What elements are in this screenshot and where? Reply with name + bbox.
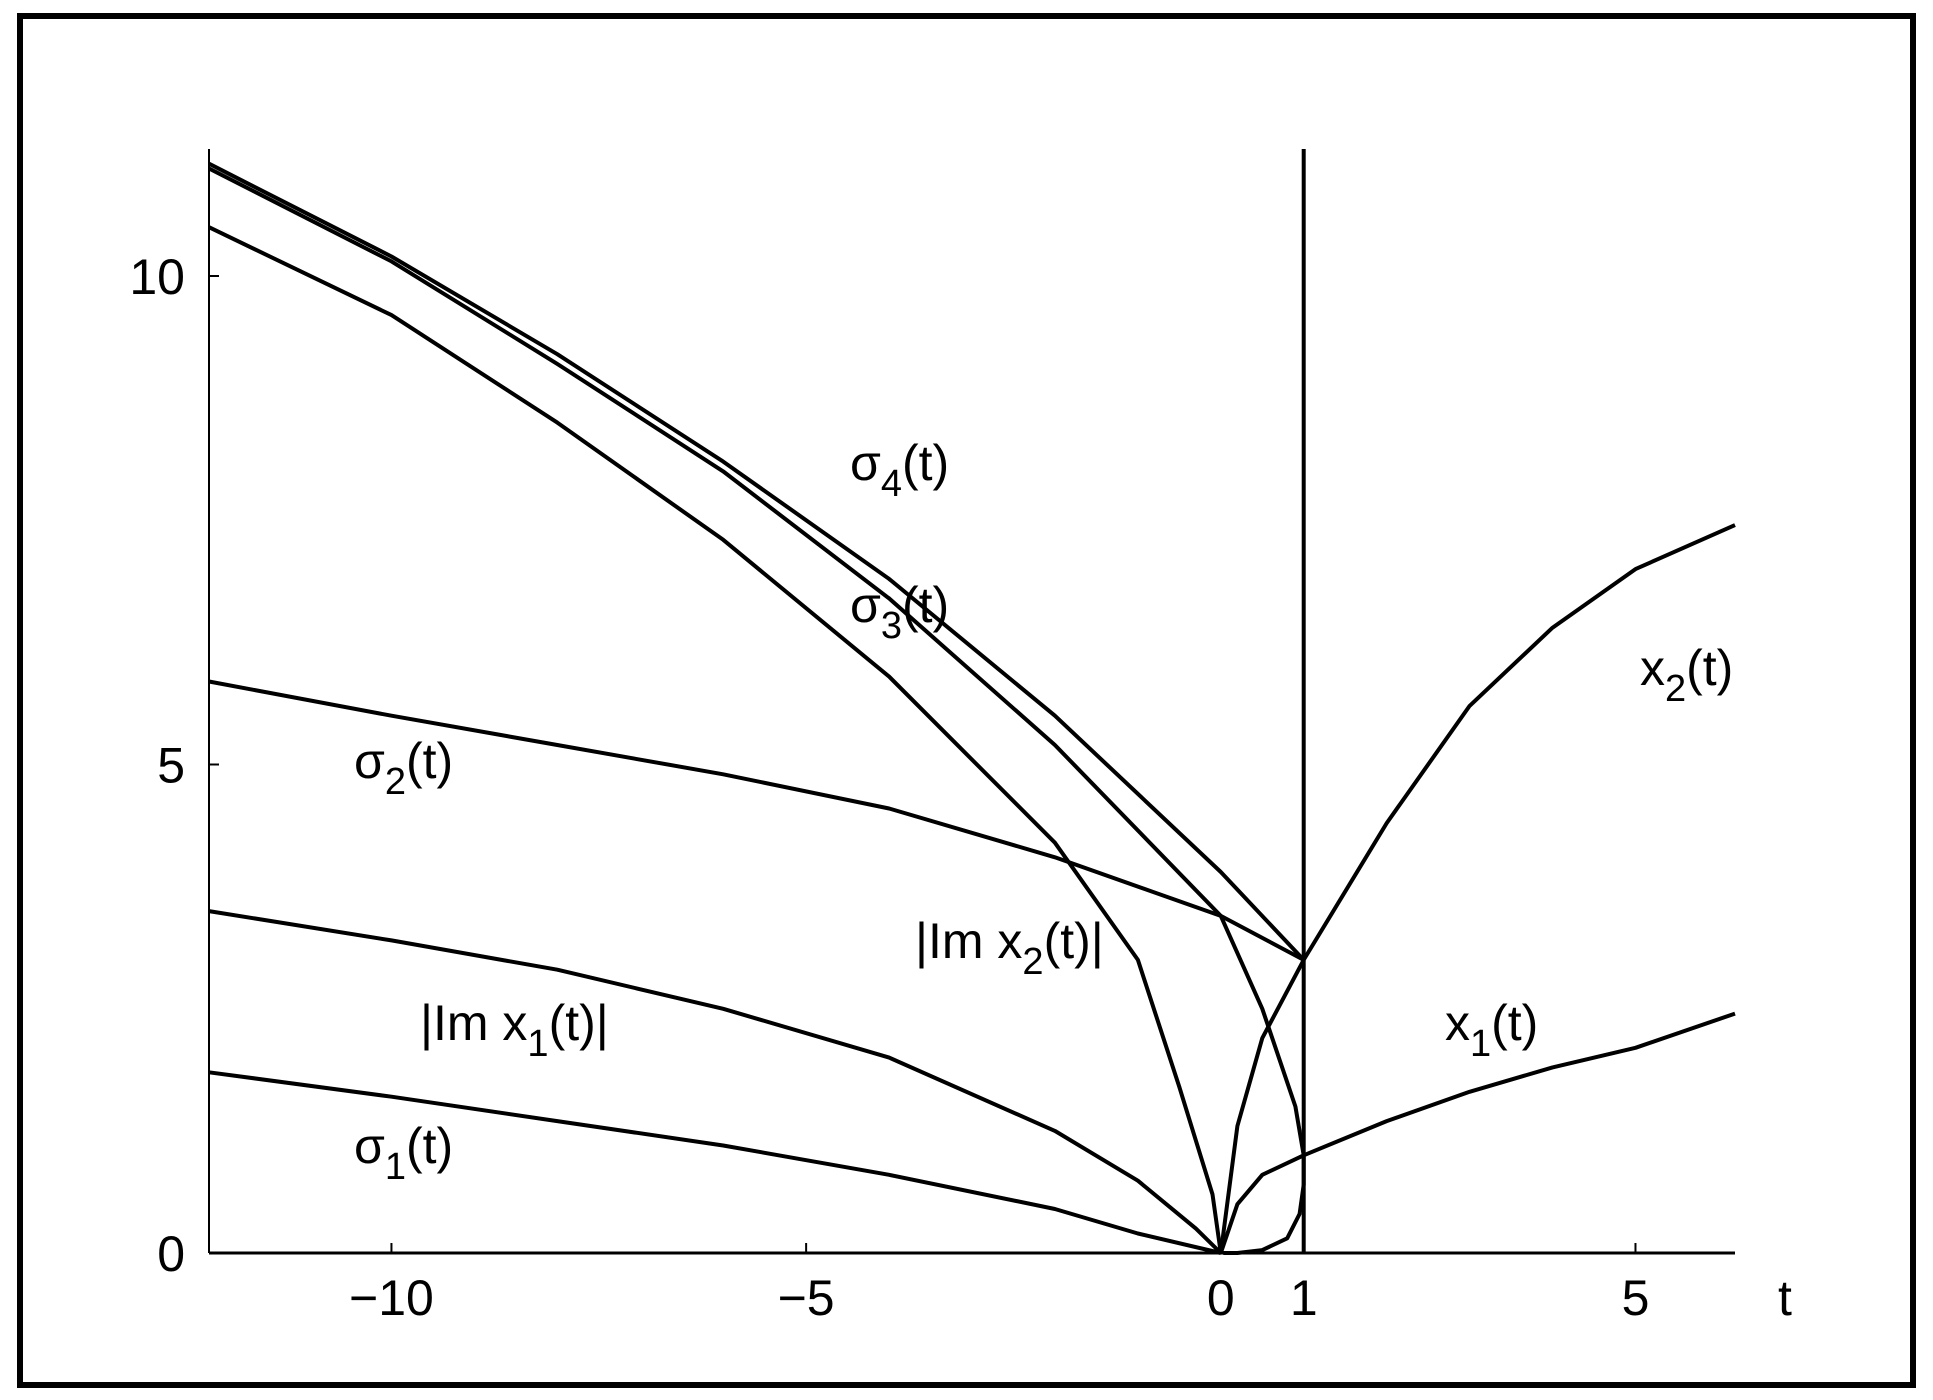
curve: [1218, 523, 1736, 1254]
curve: [208, 1070, 1222, 1255]
curve-label: σ2(t): [354, 733, 453, 803]
curve: [208, 679, 1305, 962]
y-tick-label: 5: [157, 738, 185, 794]
y-tick-label: 10: [129, 249, 185, 305]
curve-label: x1(t): [1445, 995, 1538, 1065]
x-tick-label: 0: [1207, 1270, 1235, 1326]
x-tick-label: 1: [1290, 1270, 1318, 1326]
curve: [208, 161, 1306, 962]
curve: [208, 166, 1306, 1255]
x-tick-label: 5: [1622, 1270, 1650, 1326]
curve: [208, 909, 1223, 1255]
curve-label: σ4(t): [850, 435, 949, 505]
x-axis-label: t: [1778, 1270, 1792, 1326]
curve-label: σ1(t): [354, 1118, 453, 1188]
frame: [17, 13, 1916, 1388]
curve-label: |Im x2(t)|: [915, 913, 1104, 983]
curve-label: σ3(t): [850, 577, 949, 647]
curve-label: x2(t): [1640, 640, 1733, 710]
x-tick-label: −10: [349, 1270, 434, 1326]
y-tick-label: 0: [157, 1226, 185, 1282]
x-tick-label: −5: [778, 1270, 835, 1326]
curve: [1218, 1011, 1736, 1254]
curve: [208, 225, 1223, 1254]
curve-label: |Im x1(t)|: [420, 995, 609, 1065]
